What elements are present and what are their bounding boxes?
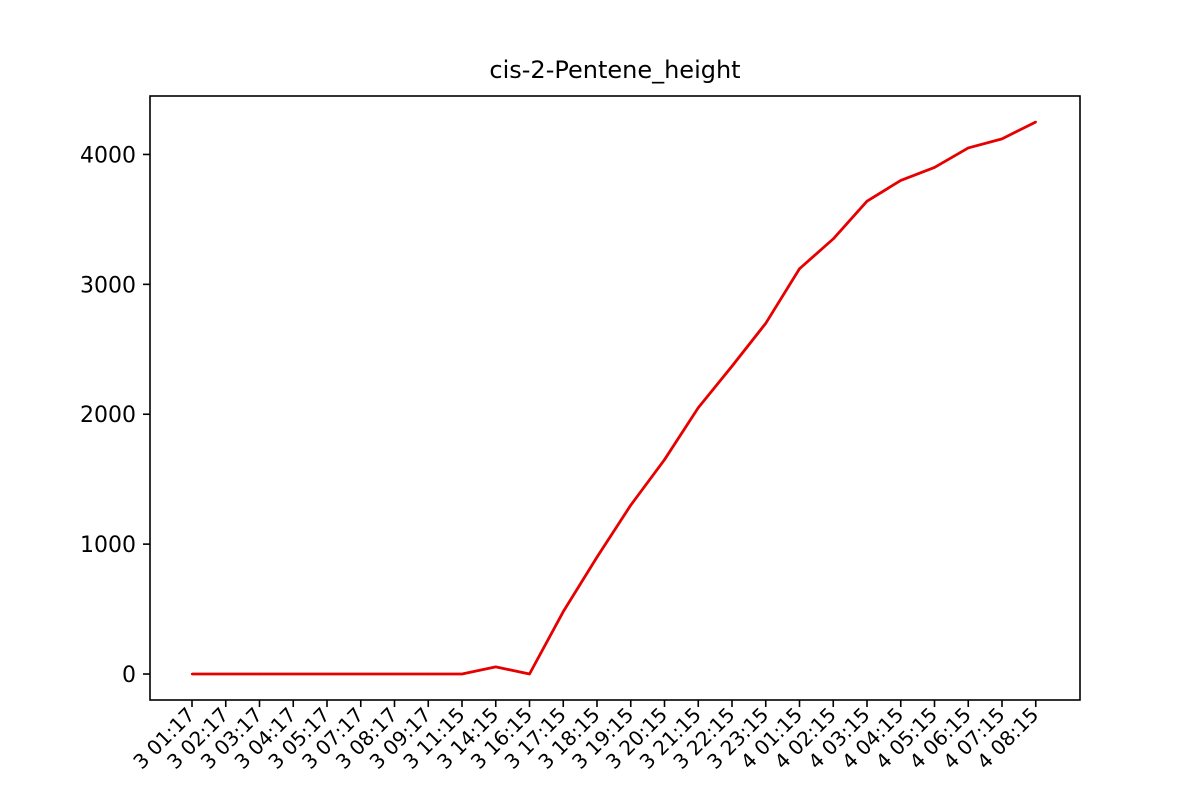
y-tick-label: 2000 xyxy=(80,403,136,428)
data-point xyxy=(933,166,936,169)
data-point xyxy=(595,555,599,559)
plot-frame xyxy=(149,95,1081,701)
data-point xyxy=(325,672,329,676)
data-point xyxy=(258,672,261,676)
y-tick-label: 4000 xyxy=(80,143,136,168)
y-axis: 0 1000 2000 3000 4000 xyxy=(80,143,150,688)
data-point xyxy=(528,672,531,676)
data-point xyxy=(393,672,396,676)
data-point xyxy=(764,322,767,325)
data-point xyxy=(292,672,295,676)
data-point xyxy=(190,672,194,676)
data-point xyxy=(1000,137,1004,141)
data-point xyxy=(562,610,565,613)
data-point xyxy=(697,406,700,409)
y-tick-label: 1000 xyxy=(80,533,136,558)
data-point xyxy=(629,503,632,507)
y-tick-label: 0 xyxy=(122,663,136,688)
data-point xyxy=(359,672,362,676)
data-point xyxy=(832,237,835,241)
y-tick-label: 3000 xyxy=(80,273,136,298)
data-point xyxy=(967,146,970,150)
chart-title: cis-2-Pentene_height xyxy=(489,56,740,84)
data-point xyxy=(899,179,902,182)
data-point xyxy=(494,665,497,669)
data-point xyxy=(663,458,666,461)
data-point xyxy=(1034,120,1037,124)
series-layer xyxy=(190,120,1037,676)
data-point xyxy=(730,364,734,368)
data-point xyxy=(224,672,227,676)
data-point xyxy=(865,200,869,203)
data-point xyxy=(798,267,801,270)
data-point xyxy=(427,672,430,676)
series-line-0 xyxy=(192,120,1037,676)
data-point xyxy=(460,672,464,676)
